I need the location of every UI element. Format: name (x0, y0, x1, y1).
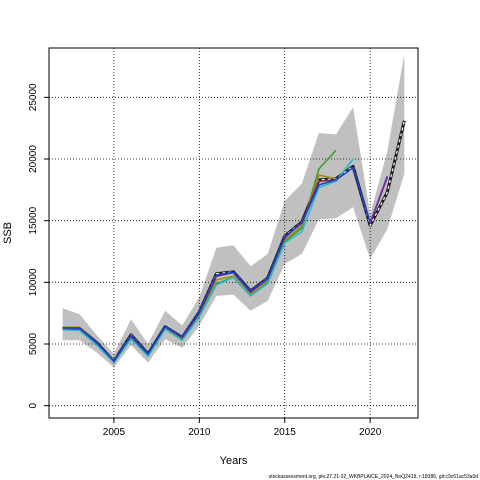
x-tick-label-2015: 2015 (274, 427, 297, 438)
series-layer (62, 120, 406, 364)
x-tick-label-2020: 2020 (359, 427, 382, 438)
axis-layer: 2005 2010 2015 2020 0 5000 10000 15000 20000 2500… (28, 83, 382, 438)
confidence-band-layer (62, 54, 405, 368)
series-line-6 (369, 177, 388, 224)
y-tick-label-0: 0 (28, 402, 39, 408)
x-axis-title: Years (220, 455, 248, 467)
y-tick-label-15000: 15000 (28, 206, 39, 234)
plot-frame (48, 47, 419, 419)
series-line-5 (62, 166, 389, 363)
footer-credit: stockassessment.org, ple.27.21-32_WKBPLA… (269, 474, 479, 480)
y-tick-label-20000: 20000 (28, 145, 39, 173)
series-line-4 (62, 158, 354, 364)
x-tick-label-2005: 2005 (103, 427, 126, 438)
y-tick-label-10000: 10000 (28, 268, 39, 296)
y-tick-label-25000: 25000 (28, 83, 39, 111)
y-axis-title: SSB (2, 222, 14, 244)
confidence-band (62, 54, 405, 368)
y-tick-label-5000: 5000 (28, 332, 39, 355)
x-tick-label-2010: 2010 (188, 427, 211, 438)
